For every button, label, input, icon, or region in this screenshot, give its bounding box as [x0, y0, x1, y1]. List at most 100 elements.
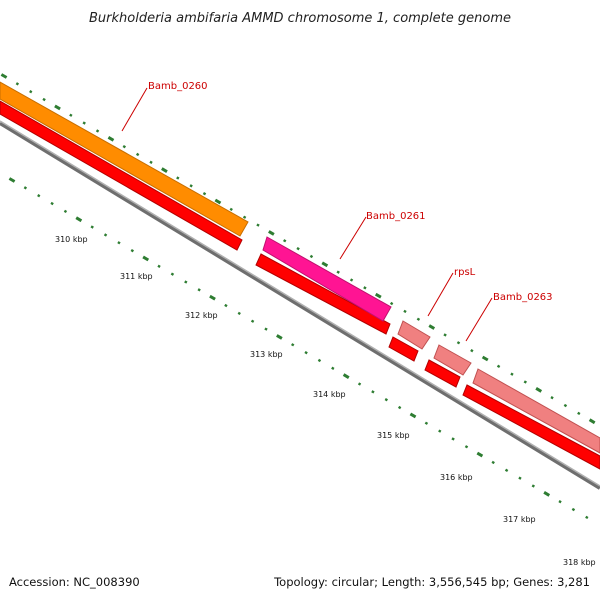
cds-feature — [424, 359, 461, 388]
major-tick — [268, 230, 275, 236]
minor-tick — [523, 380, 527, 384]
major-tick — [588, 418, 596, 425]
gene-label-bamb-0260[interactable]: Bamb_0260 — [148, 81, 208, 92]
major-tick — [161, 167, 168, 173]
minor-tick — [256, 223, 260, 227]
major-tick — [0, 73, 8, 79]
minor-tick — [122, 144, 127, 149]
cds-feature — [255, 253, 391, 335]
gene-feature-bamb-0261[interactable] — [262, 236, 392, 322]
minor-tick — [496, 364, 501, 369]
minor-tick — [202, 192, 207, 196]
major-tick — [428, 324, 436, 330]
major-tick — [543, 491, 551, 497]
minor-tick — [456, 341, 461, 345]
minor-tick — [504, 468, 509, 473]
label-pointers — [121, 87, 493, 342]
major-tick — [481, 355, 489, 362]
accession-text: Accession: NC_008390 — [9, 575, 140, 589]
tick-marks — [0, 73, 596, 520]
minor-tick — [363, 286, 367, 290]
minor-tick — [149, 160, 153, 164]
minor-tick — [470, 348, 474, 353]
gene-label-bamb-0263[interactable]: Bamb_0263 — [493, 292, 553, 303]
minor-tick — [250, 319, 255, 323]
cds-track — [0, 100, 600, 470]
major-tick — [142, 255, 150, 262]
major-tick — [209, 294, 216, 301]
minor-tick — [229, 207, 233, 212]
minor-tick — [184, 280, 188, 284]
minor-tick — [130, 248, 135, 253]
minor-tick — [29, 90, 33, 94]
gene-feature-bamb-0260[interactable] — [0, 81, 249, 237]
major-tick — [8, 177, 16, 183]
minor-tick — [82, 121, 86, 125]
minor-tick — [42, 97, 46, 102]
gene-feature-rpsl[interactable] — [397, 320, 431, 350]
minor-tick — [90, 225, 94, 229]
minor-tick — [336, 270, 340, 274]
tick-label-317: 317 kbp — [503, 515, 536, 524]
minor-tick — [117, 241, 121, 245]
minor-tick — [531, 484, 535, 488]
sequence-backbone — [0, 121, 600, 490]
major-tick — [107, 136, 115, 142]
cds-feature — [0, 100, 243, 251]
minor-tick — [282, 239, 287, 243]
minor-tick — [103, 233, 108, 237]
gene-label-rpsl[interactable]: rpsL — [454, 267, 476, 278]
gene-feature-bamb-0262[interactable] — [433, 344, 472, 376]
minor-tick — [23, 186, 28, 190]
minor-tick — [37, 194, 41, 198]
minor-tick — [95, 129, 100, 133]
minor-tick — [63, 209, 68, 214]
major-tick — [535, 387, 543, 393]
minor-tick — [331, 366, 335, 370]
gene-label-bamb-0261[interactable]: Bamb_0261 — [366, 211, 426, 222]
gene-feature-bamb-0263[interactable] — [472, 368, 600, 454]
minor-tick — [135, 152, 140, 157]
major-tick — [276, 334, 283, 340]
minor-tick — [170, 272, 175, 276]
tick-label-315: 315 kbp — [377, 431, 410, 440]
minor-tick — [571, 507, 576, 512]
minor-tick — [50, 201, 54, 206]
major-tick — [75, 216, 83, 223]
minor-tick — [438, 429, 442, 433]
minor-tick — [309, 254, 314, 259]
minor-tick — [443, 333, 447, 337]
tick-label-313: 313 kbp — [250, 350, 283, 359]
minor-tick — [264, 327, 268, 331]
minor-tick — [15, 82, 20, 86]
minor-tick — [424, 421, 429, 425]
minor-tick — [416, 317, 421, 321]
minor-tick — [290, 343, 295, 347]
major-tick — [342, 373, 350, 379]
minor-tick — [357, 382, 362, 386]
minor-tick — [157, 264, 161, 268]
tick-label-311: 311 kbp — [120, 272, 153, 281]
minor-tick — [371, 390, 375, 394]
minor-tick — [176, 176, 180, 180]
major-tick — [214, 198, 222, 205]
minor-tick — [558, 500, 562, 504]
minor-tick — [510, 372, 514, 376]
tick-label-314: 314 kbp — [313, 390, 346, 399]
major-tick — [321, 261, 329, 268]
minor-tick — [224, 303, 228, 308]
minor-tick — [237, 311, 241, 316]
sequence-backbone-highlight — [0, 120, 600, 487]
genome-summary-text: Topology: circular; Length: 3,556,545 bp… — [273, 575, 590, 589]
minor-tick — [518, 476, 522, 480]
map-title: Burkholderia ambifaria AMMD chromosome 1… — [89, 11, 511, 26]
minor-tick — [197, 288, 201, 292]
major-tick — [374, 292, 382, 299]
minor-tick — [242, 215, 247, 219]
tick-label-318: 318 kbp — [563, 558, 596, 567]
minor-tick — [550, 396, 554, 400]
minor-tick — [389, 301, 394, 306]
minor-tick — [491, 460, 495, 465]
major-tick — [54, 104, 61, 111]
minor-tick — [349, 278, 354, 282]
